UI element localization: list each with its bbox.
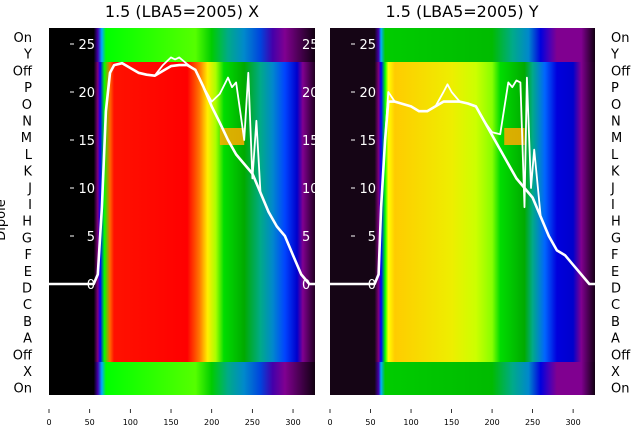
row-label: G: [22, 231, 32, 246]
heatmap-top-band: [49, 28, 315, 62]
row-label: E: [24, 265, 32, 280]
x-tick-label: 0: [327, 418, 332, 427]
overlay-tick-label-right: 0: [302, 278, 310, 293]
row-label: J: [27, 181, 32, 196]
row-label: On: [14, 382, 32, 397]
overlay-tick-label: 10: [359, 182, 376, 197]
row-label: D: [611, 282, 621, 297]
row-label: I: [611, 198, 615, 213]
heatmap-main-band: [49, 62, 315, 362]
overlay-tick-label: 15: [78, 134, 95, 149]
x-tick-label: 250: [525, 418, 540, 427]
heatmap-row-m-patch: [504, 128, 525, 145]
row-label: X: [23, 365, 32, 380]
x-tick-label: 300: [565, 418, 580, 427]
overlay-tick-label-right: 5: [302, 230, 310, 245]
overlay-tick-label: 20: [359, 86, 376, 101]
row-label: On: [611, 31, 629, 46]
row-label: N: [611, 115, 621, 130]
row-label: L: [611, 148, 619, 163]
row-label: O: [22, 98, 32, 113]
overlay-line-line2: [330, 76, 595, 285]
row-label: F: [25, 248, 32, 263]
row-label: K: [23, 165, 32, 180]
row-label: C: [611, 298, 620, 313]
x-tick-label: 250: [245, 418, 260, 427]
heatmap-row-m-patch: [219, 128, 245, 145]
row-label: Y: [610, 48, 619, 63]
overlay-tick-label-right: 25: [302, 38, 319, 53]
row-label: Off: [611, 64, 631, 79]
overlay-tick-label-right: 10: [302, 182, 319, 197]
heatmap-top-band: [330, 28, 595, 62]
row-label: E: [611, 265, 619, 280]
overlay-tick-label-right: 20: [302, 86, 319, 101]
overlay-tick-label: 0: [368, 278, 376, 293]
x-tick-label: 0: [46, 418, 51, 427]
overlay-tick-label: 10: [78, 182, 95, 197]
overlay-tick-label: 5: [87, 230, 95, 245]
row-label: P: [611, 81, 619, 96]
row-label: X: [611, 365, 620, 380]
row-label: J: [610, 181, 615, 196]
row-label: H: [611, 215, 621, 230]
overlay-tick-label: 15: [359, 134, 376, 149]
row-label: Off: [611, 348, 631, 363]
row-label: N: [22, 115, 32, 130]
row-label: On: [14, 31, 32, 46]
row-label: H: [22, 215, 32, 230]
overlay-line-line2: [49, 56, 315, 285]
x-tick-label: 200: [484, 418, 499, 427]
x-tick-label: 100: [123, 418, 138, 427]
x-tick-label: 50: [85, 418, 95, 427]
y-axis-label: Dipole: [0, 199, 9, 240]
row-label: I: [28, 198, 32, 213]
overlay-tick-label: 25: [78, 38, 95, 53]
left-panel-title: 1.5 (LBA5=2005) X: [105, 2, 259, 21]
overlay-tick-label: 5: [368, 230, 376, 245]
x-tick-label: 200: [204, 418, 219, 427]
heatmap-bottom-band: [330, 362, 595, 395]
heatmap-main-band: [330, 62, 595, 362]
row-label: Off: [13, 64, 33, 79]
overlay-tick-label: 0: [87, 278, 95, 293]
x-tick-label: 50: [365, 418, 375, 427]
x-tick-label: 150: [163, 418, 178, 427]
x-tick-label: 100: [403, 418, 418, 427]
row-label: P: [24, 81, 32, 96]
row-label: L: [25, 148, 33, 163]
row-label: A: [611, 332, 620, 347]
row-label: B: [611, 315, 620, 330]
row-label: G: [611, 231, 621, 246]
row-label: K: [611, 165, 620, 180]
row-label: Off: [13, 348, 33, 363]
row-label: B: [23, 315, 32, 330]
x-tick-label: 150: [444, 418, 459, 427]
row-label: On: [611, 382, 629, 397]
right-panel-title: 1.5 (LBA5=2005) Y: [385, 2, 538, 21]
row-label: O: [611, 98, 621, 113]
overlay-tick-label: 20: [78, 86, 95, 101]
overlay-tick-label-right: 15: [302, 134, 319, 149]
x-tick-label: 300: [285, 418, 300, 427]
row-label: C: [23, 298, 32, 313]
row-label: Y: [23, 48, 32, 63]
overlay-tick-label: 25: [359, 38, 376, 53]
row-label: F: [611, 248, 618, 263]
row-label: D: [22, 282, 32, 297]
row-label: M: [611, 131, 622, 146]
heatmap-bottom-band: [49, 362, 315, 395]
row-label: M: [21, 131, 32, 146]
row-label: A: [23, 332, 32, 347]
